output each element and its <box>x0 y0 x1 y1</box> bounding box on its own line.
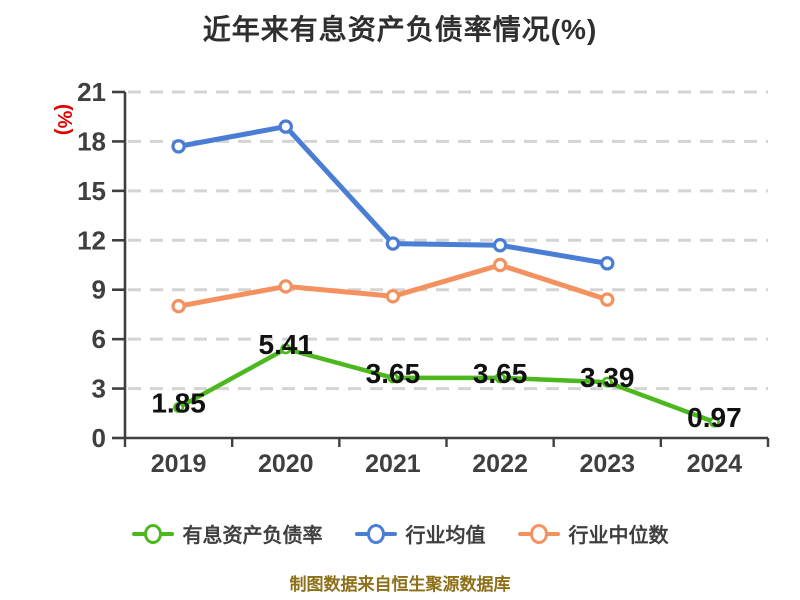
plot-area: 0 3 6 9 12 15 18 21 2019 2020 2021 2022 2023 2024 1.85… <box>77 77 770 478</box>
legend-item-main-series: 有息资产负债率 <box>131 519 323 548</box>
x-tick-label: 2019 <box>151 450 207 478</box>
x-tick-label: 2020 <box>258 450 314 478</box>
y-tick-label: 18 <box>77 126 106 156</box>
data-point-label: 5.41 <box>259 329 314 360</box>
legend-dot-icon <box>366 523 385 544</box>
line-marker-icon <box>131 523 174 545</box>
legend-item-industry-median: 行业中位数 <box>517 519 669 548</box>
data-point-marker <box>280 343 292 355</box>
data-point-marker <box>494 372 506 384</box>
legend-dot-icon <box>143 523 162 544</box>
x-tick-label: 2021 <box>365 450 421 478</box>
legend: 有息资产负债率 行业均值 行业中位数 <box>0 519 800 548</box>
data-point-marker <box>173 402 185 414</box>
legend-item-label: 行业中位数 <box>568 525 669 547</box>
legend-dot-icon <box>529 523 548 544</box>
legend-item-label: 行业均值 <box>405 525 486 547</box>
data-point-label: 1.85 <box>151 388 206 419</box>
y-tick-label: 21 <box>77 77 106 107</box>
y-axis-unit-label: (%) <box>53 104 75 136</box>
data-source-note: 制图数据来自恒生聚源数据库 <box>289 575 511 594</box>
line-marker-icon <box>517 523 560 545</box>
data-point-marker <box>492 257 508 273</box>
data-point-label: 3.65 <box>473 358 528 389</box>
data-point-marker <box>171 139 186 154</box>
y-tick-label: 0 <box>92 423 106 453</box>
data-point-marker <box>278 119 293 134</box>
data-point-marker <box>171 298 186 314</box>
x-tick-label: 2023 <box>579 450 635 478</box>
data-point-marker <box>385 236 401 251</box>
legend-item-label: 有息资产负债率 <box>182 525 323 547</box>
y-tick-label: 12 <box>77 225 106 255</box>
legend-item-industry-mean: 行业均值 <box>354 519 486 548</box>
x-tick-label: 2024 <box>687 450 743 478</box>
y-tick-label: 6 <box>92 324 106 354</box>
series-line <box>176 346 717 425</box>
data-point-label: 0.97 <box>687 402 742 433</box>
data-point-label: 3.65 <box>366 358 421 389</box>
data-point-label: 3.39 <box>580 362 635 393</box>
chart-title: 近年来有息资产负债率情况(%) <box>202 14 598 45</box>
data-point-marker <box>600 292 615 307</box>
data-point-marker <box>492 238 508 253</box>
y-tick-label: 15 <box>77 176 106 206</box>
data-point-marker <box>708 416 720 428</box>
data-point-marker <box>385 289 401 304</box>
x-tick-label: 2022 <box>472 450 528 478</box>
data-point-marker <box>278 279 293 294</box>
y-tick-label: 9 <box>92 275 106 305</box>
y-tick-label: 3 <box>92 374 106 404</box>
data-point-marker <box>600 256 615 271</box>
data-point-marker <box>387 372 399 384</box>
line-marker-icon <box>354 523 397 545</box>
data-point-marker <box>601 376 613 388</box>
